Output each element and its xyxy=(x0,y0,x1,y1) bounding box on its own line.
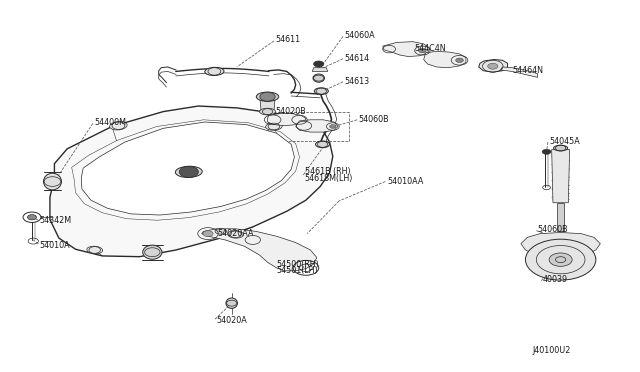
Polygon shape xyxy=(383,42,430,57)
Text: 54060A: 54060A xyxy=(344,31,375,40)
Ellipse shape xyxy=(314,88,328,94)
Ellipse shape xyxy=(109,122,127,130)
Ellipse shape xyxy=(175,166,202,177)
Circle shape xyxy=(314,61,324,67)
Circle shape xyxy=(179,166,198,177)
Text: 54010A: 54010A xyxy=(40,241,70,250)
Text: J40100U2: J40100U2 xyxy=(532,346,571,355)
Polygon shape xyxy=(268,113,306,126)
Text: 54500(RH): 54500(RH) xyxy=(276,260,319,269)
Polygon shape xyxy=(260,97,275,112)
Polygon shape xyxy=(557,203,564,231)
Text: 544C4N: 544C4N xyxy=(415,44,446,53)
Polygon shape xyxy=(296,120,338,132)
Circle shape xyxy=(488,63,498,69)
Ellipse shape xyxy=(226,298,237,308)
Ellipse shape xyxy=(143,245,162,259)
Polygon shape xyxy=(521,232,600,258)
Ellipse shape xyxy=(215,228,227,234)
Polygon shape xyxy=(552,150,570,203)
Polygon shape xyxy=(479,60,508,72)
Text: 54020AA: 54020AA xyxy=(218,229,254,238)
Text: 54020B: 54020B xyxy=(275,107,306,116)
Polygon shape xyxy=(312,68,328,71)
Text: 54342M: 54342M xyxy=(40,216,72,225)
Text: 5461B (RH): 5461B (RH) xyxy=(305,167,350,176)
Polygon shape xyxy=(500,67,538,77)
Circle shape xyxy=(542,149,551,154)
Ellipse shape xyxy=(205,67,224,76)
Circle shape xyxy=(525,239,596,280)
Text: 54045A: 54045A xyxy=(549,137,580,146)
Circle shape xyxy=(203,231,213,237)
Circle shape xyxy=(456,58,463,62)
Ellipse shape xyxy=(316,141,330,148)
Text: 54501(LH): 54501(LH) xyxy=(276,266,318,275)
Ellipse shape xyxy=(313,74,324,82)
Text: 54060B: 54060B xyxy=(358,115,389,124)
Ellipse shape xyxy=(554,145,568,151)
Ellipse shape xyxy=(44,173,61,190)
Ellipse shape xyxy=(260,108,275,115)
Circle shape xyxy=(549,253,572,266)
Text: 54020A: 54020A xyxy=(216,316,247,325)
Text: 54010AA: 54010AA xyxy=(387,177,424,186)
Ellipse shape xyxy=(87,246,102,254)
Polygon shape xyxy=(525,249,596,271)
Text: 54464N: 54464N xyxy=(512,66,543,75)
Polygon shape xyxy=(202,229,317,271)
Text: 54618M(LH): 54618M(LH) xyxy=(305,174,353,183)
Polygon shape xyxy=(50,106,333,257)
Circle shape xyxy=(28,215,36,220)
Polygon shape xyxy=(424,51,466,68)
Circle shape xyxy=(330,125,336,128)
Ellipse shape xyxy=(228,231,243,238)
Text: 54060B: 54060B xyxy=(538,225,568,234)
Text: 54400M: 54400M xyxy=(95,118,127,127)
Text: 40039: 40039 xyxy=(543,275,568,284)
Text: 54613: 54613 xyxy=(344,77,369,86)
Text: 54614: 54614 xyxy=(344,54,369,63)
Circle shape xyxy=(260,92,275,101)
Polygon shape xyxy=(81,122,294,215)
Ellipse shape xyxy=(256,92,279,101)
Ellipse shape xyxy=(266,123,282,130)
Circle shape xyxy=(419,48,426,53)
Text: 54611: 54611 xyxy=(275,35,300,44)
